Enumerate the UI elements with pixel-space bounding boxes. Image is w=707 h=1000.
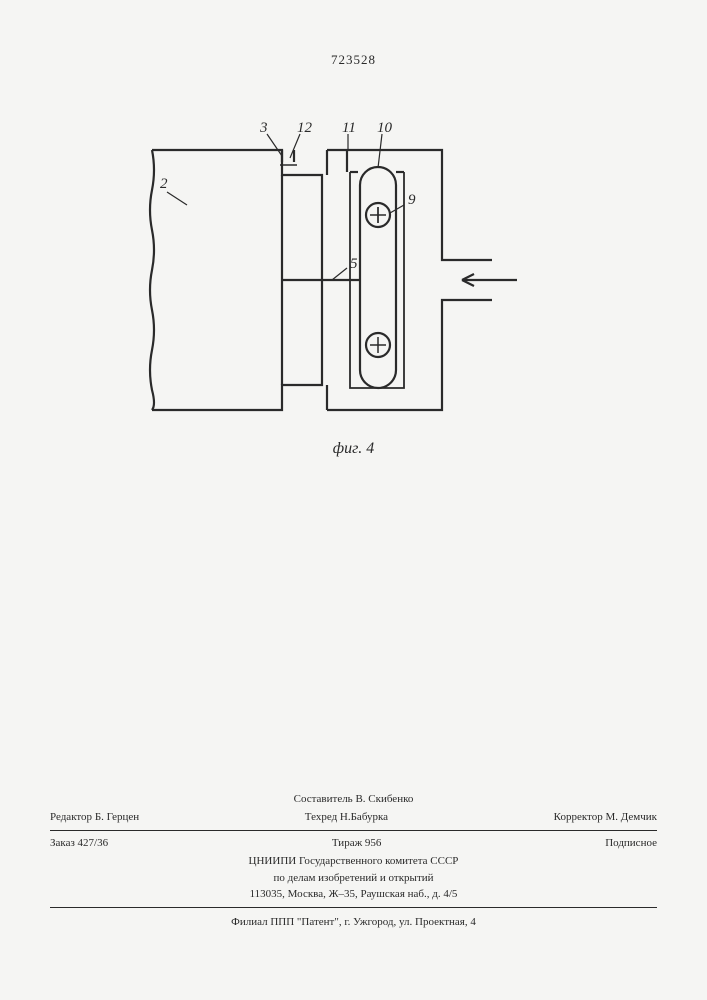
- ref-10: 10: [377, 120, 393, 136]
- figure-caption: фиг. 4: [333, 440, 374, 458]
- leader-5: [332, 268, 347, 280]
- outer-block-wavy-left: [150, 150, 154, 410]
- order-number: Заказ 427/36: [50, 835, 108, 852]
- techred-name: Н.Бабурка: [340, 811, 388, 823]
- leader-3: [267, 134, 282, 156]
- ref-9: 9: [408, 192, 416, 208]
- org-line1: ЦНИИПИ Государственного комитета СССР: [50, 853, 657, 870]
- footer-rule-1: [50, 830, 657, 831]
- ref-5: 5: [350, 256, 358, 272]
- footer-rule-2: [50, 907, 657, 908]
- inner-slot: [360, 167, 396, 388]
- podpisnoe: Подписное: [605, 835, 657, 852]
- leader-2: [167, 192, 187, 205]
- diagram-svg: 2 3 12 11 10 9 5: [132, 120, 522, 440]
- branch-address: Филиал ППП "Патент", г. Ужгород, ул. Про…: [50, 914, 657, 931]
- editor-name: Б. Герцен: [95, 811, 139, 823]
- patent-number: 723528: [331, 52, 376, 68]
- org-line2: по делам изобретений и открытий: [50, 870, 657, 887]
- housing-bottom: [327, 300, 492, 410]
- ref-11: 11: [342, 120, 356, 136]
- corrector-label: Корректор: [554, 811, 603, 823]
- editor-label: Редактор: [50, 811, 92, 823]
- ref-2: 2: [160, 176, 168, 192]
- compiler-label: Составитель: [294, 793, 353, 805]
- techred-label: Техред: [305, 811, 337, 823]
- footer: Составитель В. Скибенко Редактор Б. Герц…: [50, 791, 657, 931]
- corrector-name: М. Демчик: [605, 811, 657, 823]
- ref-3: 3: [259, 120, 268, 136]
- compiler-name: В. Скибенко: [355, 793, 413, 805]
- org-address: 113035, Москва, Ж–35, Раушская наб., д. …: [50, 886, 657, 903]
- technical-diagram: 2 3 12 11 10 9 5: [132, 120, 522, 440]
- ref-12: 12: [297, 120, 313, 136]
- tirazh: Тираж 956: [332, 835, 382, 852]
